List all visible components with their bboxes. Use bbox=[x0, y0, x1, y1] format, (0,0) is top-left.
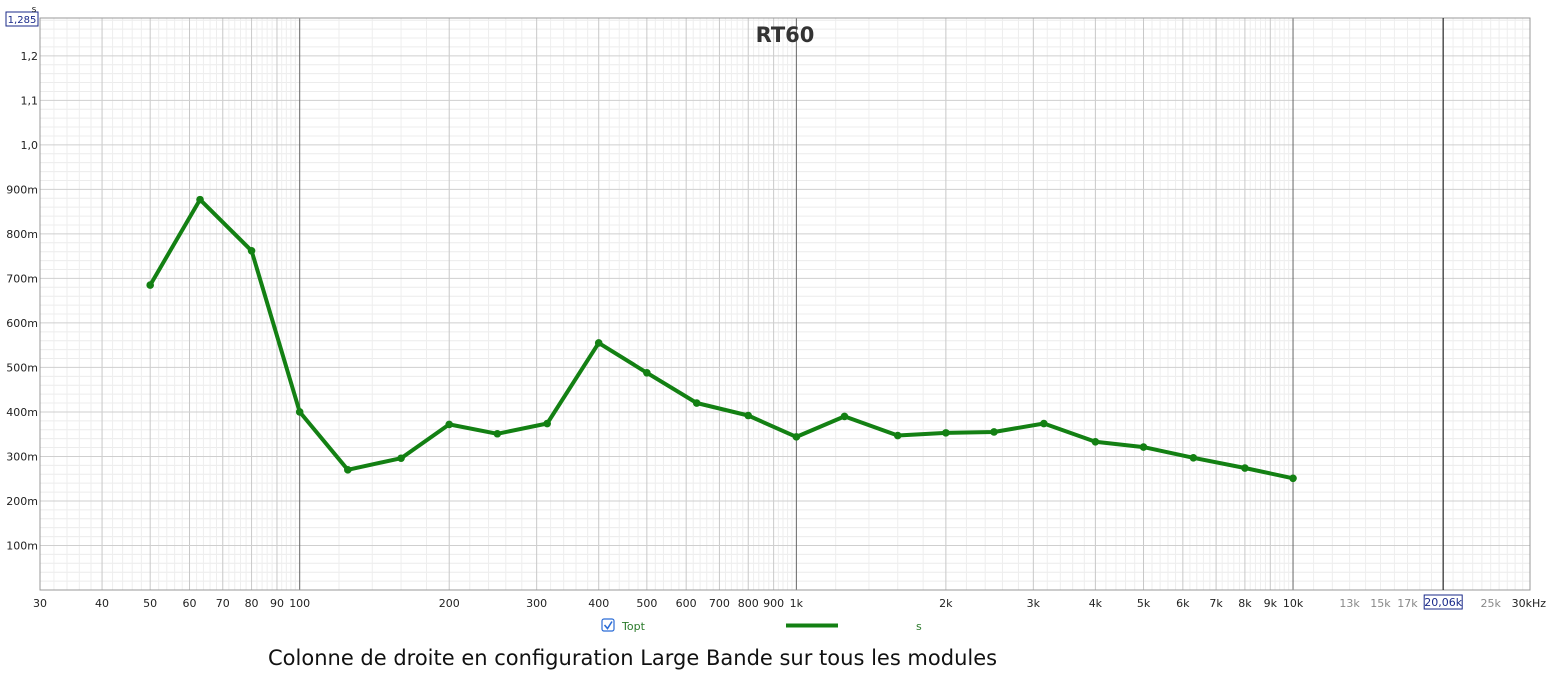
x-tick-label: 600 bbox=[676, 597, 697, 610]
x-tick-label: 17k bbox=[1397, 597, 1418, 610]
y-tick-label: 600m bbox=[6, 317, 38, 330]
x-tick-label: 2k bbox=[939, 597, 953, 610]
data-point bbox=[744, 411, 753, 420]
y-tick-label: 800m bbox=[6, 228, 38, 241]
cursor-y-box bbox=[5, 11, 39, 27]
x-tick-label: 5k bbox=[1137, 597, 1151, 610]
x-tick-label: 25k bbox=[1480, 597, 1501, 610]
x-tick-label: 3k bbox=[1027, 597, 1041, 610]
legend-unit-label: s bbox=[916, 620, 922, 633]
data-point bbox=[397, 454, 405, 463]
major-grid bbox=[40, 17, 1530, 590]
x-tick-label: 60 bbox=[183, 597, 197, 610]
data-point bbox=[840, 412, 849, 421]
y-tick-label: 300m bbox=[6, 450, 38, 463]
x-tick-label: 50 bbox=[143, 597, 157, 610]
x-tick-label: 300 bbox=[526, 597, 547, 610]
figure-caption: Colonne de droite en configuration Large… bbox=[268, 646, 998, 670]
x-axis-ticks: 30 40 50 60 70 80 90 100 200 300 400 500 600 700 800 90… bbox=[33, 597, 1546, 610]
x-tick-label: 700 bbox=[709, 597, 730, 610]
data-point bbox=[990, 428, 998, 436]
data-point bbox=[543, 419, 551, 428]
legend: Topt s bbox=[601, 618, 922, 633]
y-tick-label: 1,2 bbox=[21, 50, 39, 63]
x-tick-label: 800 bbox=[738, 597, 759, 610]
data-point bbox=[1189, 453, 1198, 462]
x-tick-label: 4k bbox=[1089, 597, 1103, 610]
data-point bbox=[792, 433, 801, 441]
data-point bbox=[196, 195, 204, 204]
chart-title: RT60 bbox=[756, 23, 815, 47]
x-tick-label: 15k bbox=[1370, 597, 1391, 610]
y-axis-ticks: 100m 200m 300m 400m 500m 600m 700m 800m 900m 1,0 1… bbox=[6, 50, 38, 553]
x-tick-label: 90 bbox=[270, 597, 284, 610]
y-tick-label: 500m bbox=[6, 361, 38, 374]
x-tick-label: 400 bbox=[588, 597, 609, 610]
x-tick-label: 30 bbox=[33, 597, 47, 610]
data-point bbox=[643, 368, 651, 377]
x-tick-label: 70 bbox=[216, 597, 230, 610]
data-point bbox=[247, 247, 256, 255]
x-tick-label: 8k bbox=[1238, 597, 1252, 610]
legend-checkbox[interactable] bbox=[601, 618, 615, 632]
x-tick-label: 9k bbox=[1264, 597, 1278, 610]
data-point bbox=[146, 281, 154, 289]
cursor-x-label: 20,06k bbox=[1424, 596, 1462, 609]
legend-series-label: Topt bbox=[621, 620, 646, 633]
data-point bbox=[1139, 443, 1148, 451]
x-tick-label: 30kHz bbox=[1512, 597, 1547, 610]
x-tick-label: 10k bbox=[1283, 597, 1304, 610]
y-tick-label: 900m bbox=[6, 183, 38, 196]
x-tick-label: 7k bbox=[1209, 597, 1223, 610]
cursor-x-box bbox=[1423, 594, 1463, 610]
y-tick-label: 1,1 bbox=[21, 94, 39, 107]
x-tick-label: 200 bbox=[439, 597, 460, 610]
x-tick-label: 900 bbox=[763, 597, 784, 610]
x-tick-label: 80 bbox=[245, 597, 259, 610]
y-tick-label: 400m bbox=[6, 406, 38, 419]
data-point bbox=[1241, 464, 1249, 472]
x-tick-label: 500 bbox=[636, 597, 657, 610]
y-tick-label: 200m bbox=[6, 495, 38, 508]
x-tick-label: 6k bbox=[1176, 597, 1190, 610]
data-point bbox=[493, 429, 502, 438]
check-icon bbox=[603, 621, 613, 630]
plot-area[interactable] bbox=[39, 17, 1531, 591]
x-tick-label: 1k bbox=[790, 597, 804, 610]
x-tick-label: 13k bbox=[1339, 597, 1360, 610]
series-line bbox=[148, 197, 1295, 481]
data-point bbox=[692, 399, 701, 407]
data-point bbox=[594, 339, 603, 347]
cursor-layer: 20,06k 1,285 bbox=[5, 11, 1463, 610]
x-tick-label: 40 bbox=[95, 597, 109, 610]
y-tick-label: 1,0 bbox=[21, 139, 39, 152]
data-point bbox=[1040, 419, 1048, 428]
data-point bbox=[295, 408, 304, 416]
data-point bbox=[344, 466, 352, 474]
data-point bbox=[1091, 437, 1100, 446]
cursor-y-label: 1,285 bbox=[8, 15, 37, 26]
data-point bbox=[1289, 474, 1297, 483]
minor-grid bbox=[39, 18, 1531, 590]
data-point bbox=[893, 431, 902, 440]
y-tick-label: 100m bbox=[6, 539, 38, 552]
x-tick-label: 100 bbox=[289, 597, 310, 610]
y-tick-label: 700m bbox=[6, 272, 38, 285]
series-layer bbox=[146, 195, 1297, 483]
y-axis-unit-tick: s bbox=[32, 5, 37, 15]
data-point bbox=[942, 429, 950, 437]
data-point bbox=[445, 420, 454, 429]
